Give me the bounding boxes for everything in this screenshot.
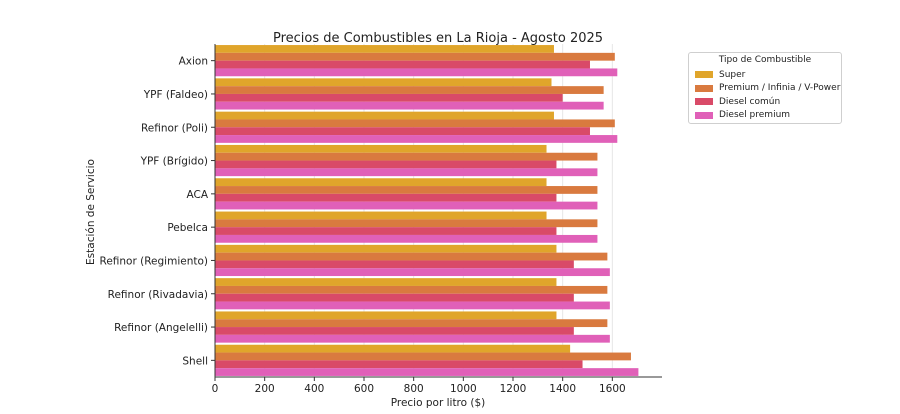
bar xyxy=(215,219,598,228)
bar xyxy=(215,293,574,302)
x-tick-label: 0 xyxy=(212,383,219,395)
category-label: YPF (Brígido) xyxy=(140,156,208,168)
legend: Tipo de Combustible Super Premium / Infin… xyxy=(688,52,842,124)
category-label: Refinor (Poli) xyxy=(141,122,208,134)
bar xyxy=(215,201,598,210)
x-tick-label: 800 xyxy=(404,383,424,395)
bar xyxy=(215,68,618,77)
bar xyxy=(215,227,557,235)
legend-label: Diesel común xyxy=(719,96,781,107)
bars xyxy=(215,45,639,376)
category-label: Pebelca xyxy=(167,222,208,234)
bar xyxy=(215,311,557,320)
bar xyxy=(215,193,557,202)
x-tick-label: 600 xyxy=(354,383,374,395)
legend-item: Diesel premium xyxy=(695,110,790,121)
y-axis-label: Estación de Servicio xyxy=(85,159,97,265)
chart-title: Precios de Combustibles en La Rioja - Ag… xyxy=(273,31,603,46)
category-label: Refinor (Regimiento) xyxy=(100,255,209,267)
x-ticks: 0 200 400 600 800 1000 1200 1400 1600 xyxy=(212,377,626,395)
bar xyxy=(215,52,615,61)
x-tick-label: 1000 xyxy=(450,383,477,395)
legend-label: Premium / Infinia / V-Power xyxy=(719,83,841,93)
bar xyxy=(215,135,618,143)
legend-title: Tipo de Combustible xyxy=(718,55,812,65)
bar xyxy=(215,186,598,194)
legend-swatch xyxy=(695,98,713,105)
legend-item: Super xyxy=(695,69,745,80)
x-tick-label: 1200 xyxy=(500,383,527,395)
legend-item: Premium / Infinia / V-Power xyxy=(695,83,840,94)
category-label: Refinor (Angelelli) xyxy=(114,322,208,334)
bar xyxy=(215,60,590,69)
bar xyxy=(215,319,608,328)
category-label: Refinor (Rivadavia) xyxy=(108,289,208,301)
bar xyxy=(215,93,563,102)
legend-swatch xyxy=(695,84,713,92)
x-tick-label: 400 xyxy=(304,383,324,395)
legend-swatch xyxy=(695,111,713,119)
bar xyxy=(215,301,610,310)
bar xyxy=(215,334,610,343)
bar xyxy=(215,344,571,353)
bar xyxy=(215,127,590,136)
bar xyxy=(215,244,557,253)
bar xyxy=(215,327,574,335)
bar xyxy=(215,211,547,220)
x-tick-label: 1600 xyxy=(599,383,626,395)
bar xyxy=(215,101,604,110)
bar xyxy=(215,86,604,94)
bar xyxy=(215,285,608,294)
bar xyxy=(215,144,547,153)
bar xyxy=(215,260,574,269)
bar xyxy=(215,252,608,261)
bar xyxy=(215,168,598,177)
bar xyxy=(215,111,554,120)
category-label: ACA xyxy=(186,189,208,201)
axes xyxy=(214,44,662,378)
bar xyxy=(215,160,557,169)
legend-label: Diesel premium xyxy=(719,110,791,120)
bar xyxy=(215,78,552,87)
bar xyxy=(215,152,598,161)
bar xyxy=(215,119,615,128)
category-label: Axion xyxy=(179,56,208,68)
legend-item: Diesel común xyxy=(695,96,780,107)
legend-swatch xyxy=(695,71,713,78)
bar xyxy=(215,360,583,369)
bar xyxy=(215,234,598,243)
category-label: YPF (Faldeo) xyxy=(143,89,208,101)
x-tick-label: 1400 xyxy=(549,383,576,395)
category-label: Shell xyxy=(182,355,208,367)
x-tick-label: 200 xyxy=(255,383,275,395)
legend-label: Super xyxy=(719,69,746,80)
bar xyxy=(215,178,547,187)
category-labels: Axion YPF (Faldeo) Refinor (Poli) YPF (Bríg… xyxy=(100,56,215,367)
bar xyxy=(215,368,639,376)
bar xyxy=(215,352,631,361)
x-axis-label: Precio por litro ($) xyxy=(391,397,486,409)
bar xyxy=(215,278,557,286)
bar xyxy=(215,268,610,277)
bar xyxy=(215,45,554,53)
